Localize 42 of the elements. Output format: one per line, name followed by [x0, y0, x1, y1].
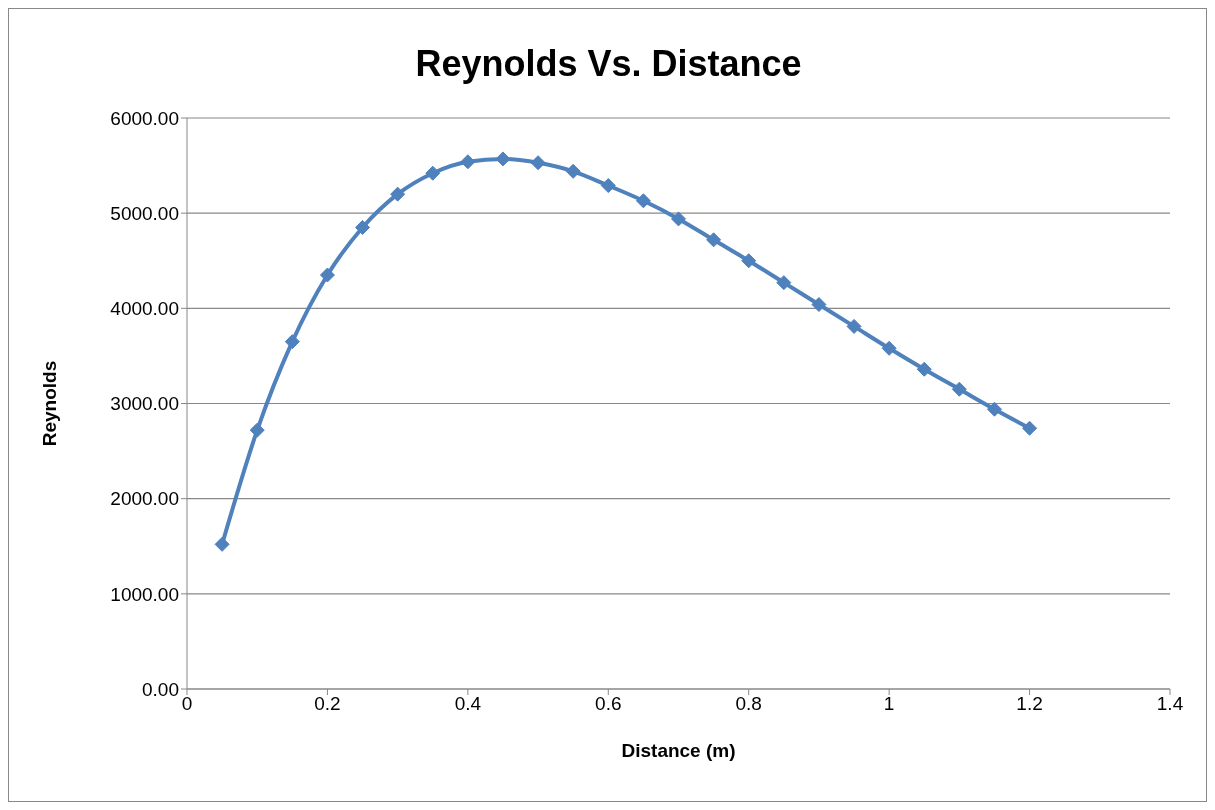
x-axis-title: Distance (m): [621, 740, 736, 762]
x-tick-label: 0.2: [314, 693, 341, 715]
point: [600, 178, 616, 194]
y-tick-label: 4000.00: [110, 298, 179, 320]
point: [881, 340, 897, 356]
point: [284, 334, 300, 350]
x-tick-label: 1.4: [1156, 693, 1184, 715]
point: [390, 186, 406, 202]
y-tick-label: 1000.00: [110, 583, 179, 605]
point: [951, 381, 967, 397]
x-tick-label: 0.4: [454, 693, 482, 715]
x-tick-label: 0.6: [595, 693, 622, 715]
point: [355, 219, 371, 235]
point: [671, 211, 686, 227]
y-tick-label: 6000.00: [110, 107, 179, 129]
y-tick-label: 3000.00: [110, 393, 179, 415]
point: [986, 401, 1002, 417]
x-tick-label: 1: [883, 693, 895, 715]
point: [495, 151, 511, 167]
point: [425, 165, 441, 181]
y-tick-label: 5000.00: [110, 202, 179, 224]
x-tick-label: 0.8: [735, 693, 762, 715]
point: [846, 318, 862, 334]
point: [565, 163, 581, 179]
point: [319, 267, 335, 283]
x-tick-label: 1.2: [1016, 693, 1043, 715]
point: [811, 297, 827, 313]
y-axis-title: Reynolds: [38, 360, 60, 447]
point: [741, 253, 757, 269]
point: [635, 193, 651, 209]
point: [1022, 420, 1038, 436]
point: [776, 275, 792, 291]
point: [460, 154, 476, 170]
y-tick-label: 0.00: [142, 678, 179, 700]
point: [916, 361, 932, 377]
chart-title: Reynolds Vs. Distance: [414, 43, 803, 85]
point: [706, 232, 722, 248]
point: [249, 422, 265, 438]
x-tick-label: 0: [181, 693, 193, 715]
point: [214, 536, 230, 552]
y-tick-label: 2000.00: [110, 488, 179, 510]
point: [530, 155, 546, 171]
